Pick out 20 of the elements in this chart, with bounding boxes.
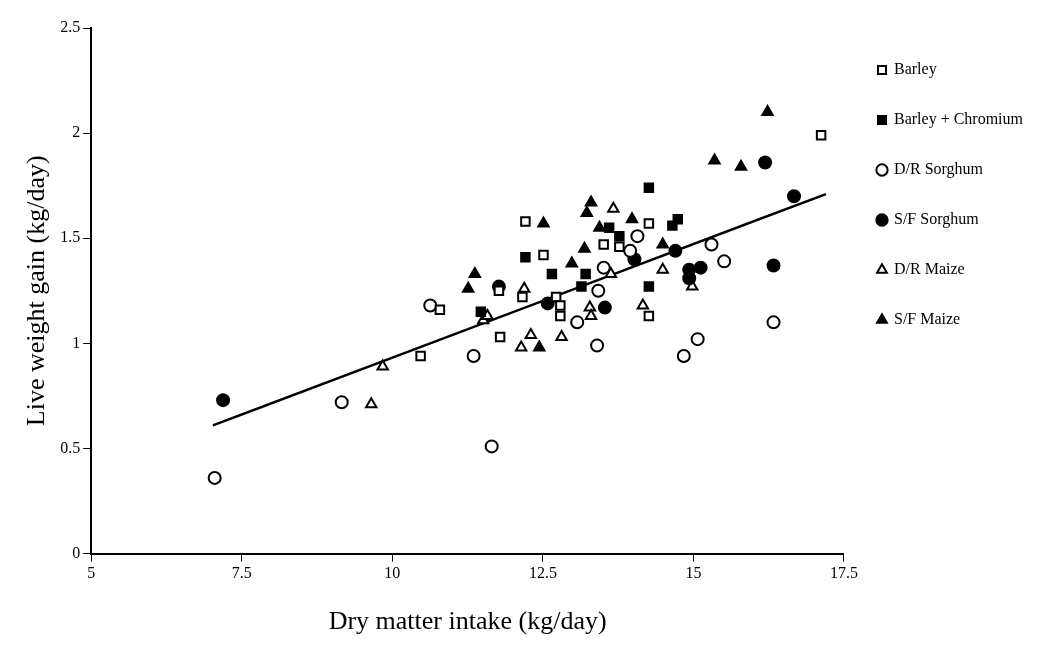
legend-label: Barley + Chromium: [893, 110, 1024, 129]
legend-label: Barley: [893, 60, 937, 79]
y-tick-label: 2: [72, 123, 81, 141]
y-axis-title: Live weight gain (kg/day): [21, 155, 51, 427]
y-tick-label: 0.5: [60, 438, 81, 456]
y-tick-label: 1.5: [60, 228, 81, 246]
x-tick-label: 12.5: [528, 564, 557, 582]
x-tick-label: 10: [384, 564, 401, 582]
x-tick-label: 5: [87, 564, 96, 582]
x-axis-title: Dry matter intake (kg/day): [328, 606, 607, 636]
x-tick-label: 7.5: [231, 564, 252, 582]
legend-label: S/F Sorghum: [893, 210, 980, 229]
legend-label: D/R Sorghum: [893, 160, 984, 179]
y-tick-label: 1: [72, 333, 81, 351]
x-tick-label: 17.5: [829, 564, 858, 582]
legend-label: D/R Maize: [893, 260, 965, 278]
x-tick-label: 15: [685, 564, 702, 582]
y-tick-label: 2.5: [60, 18, 81, 36]
y-tick-label: 0: [72, 543, 81, 561]
legend-label: S/F Maize: [893, 310, 961, 328]
